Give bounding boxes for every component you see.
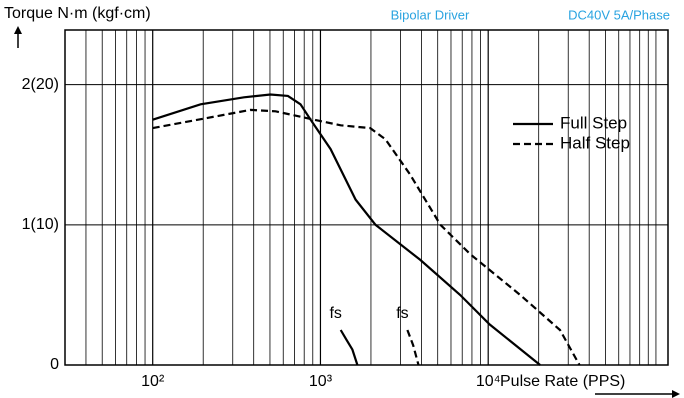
fs-line	[339, 329, 359, 366]
x-arrow-head	[672, 390, 680, 398]
fs-line	[406, 329, 420, 366]
series-line	[152, 108, 581, 366]
legend-label: Full Step	[560, 113, 627, 132]
x-axis-label: Pulse Rate (PPS)	[500, 373, 625, 390]
chart-subtitle: DC40V 5A/Phase	[568, 7, 670, 22]
y-tick-label: 1(10)	[22, 216, 59, 233]
fs-label: fs	[396, 305, 408, 322]
legend-label: Half Step	[560, 133, 630, 152]
x-tick-label: 10³	[309, 373, 333, 390]
plot-frame	[64, 29, 669, 366]
y-arrow-head	[14, 26, 22, 34]
y-tick-label: 2(20)	[22, 76, 59, 93]
x-tick-label: 10²	[141, 373, 165, 390]
x-tick-label: 10⁴	[476, 373, 501, 390]
fs-label: fs	[329, 305, 341, 322]
y-tick-label: 0	[50, 356, 59, 373]
chart-title: Bipolar Driver	[391, 7, 470, 22]
series-line	[152, 93, 541, 366]
y-axis-label: Torque N·m (kgf·cm)	[4, 5, 151, 22]
